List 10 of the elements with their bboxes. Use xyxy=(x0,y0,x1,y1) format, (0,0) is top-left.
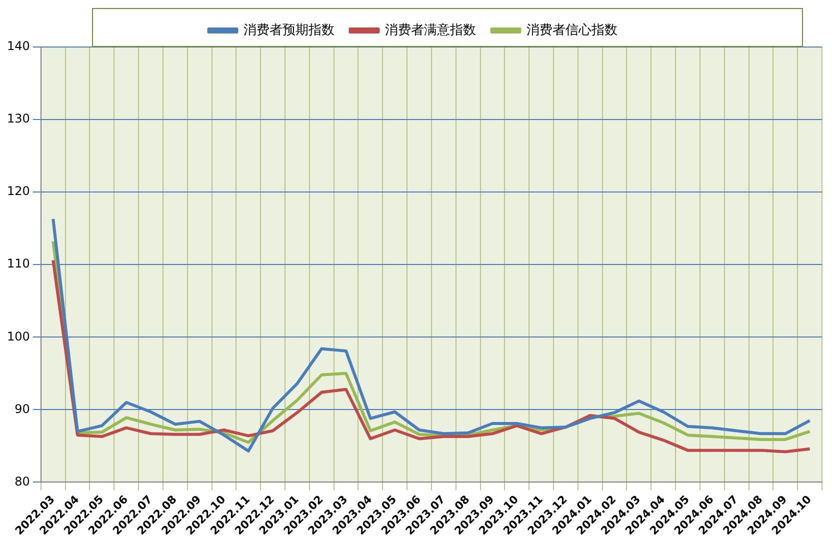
y-tick-label: 140 xyxy=(7,39,30,54)
legend-label: 消费者预期指数 xyxy=(243,22,334,38)
y-tick-label: 120 xyxy=(7,184,30,198)
y-tick-label: 100 xyxy=(7,329,30,344)
y-tick-label: 90 xyxy=(14,402,30,416)
y-tick-label: 110 xyxy=(7,256,30,271)
legend-label: 消费者满意指数 xyxy=(384,22,476,38)
y-tick-label: 80 xyxy=(14,474,30,488)
y-tick-label: 130 xyxy=(7,112,30,126)
legend-label: 消费者信心指数 xyxy=(526,22,618,38)
